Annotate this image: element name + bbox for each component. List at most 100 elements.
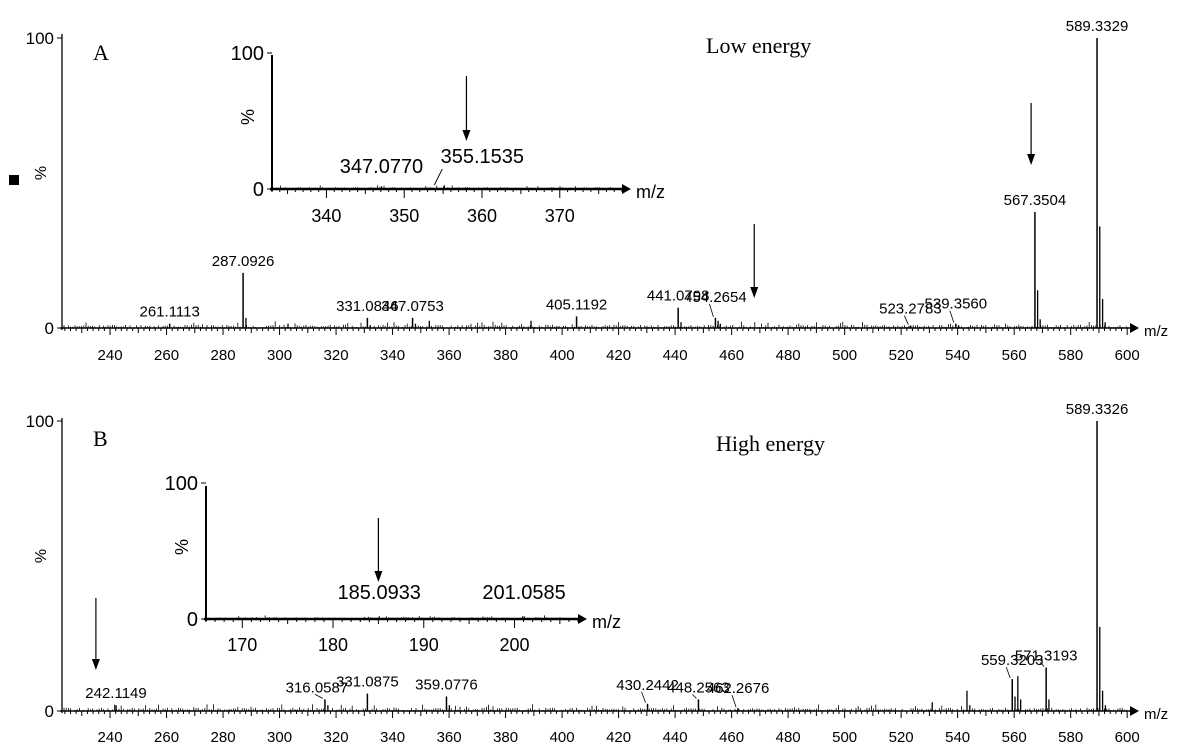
panel-b-x-tick-label: 540 [945, 729, 970, 746]
panel-a-inset-arrow-head [462, 130, 471, 141]
panel-a-x-tick-label: 460 [719, 347, 744, 364]
panel-a-inset-x-tick-label: 350 [389, 206, 419, 226]
panel-a-peak-label: 567.3504 [1004, 192, 1067, 209]
panel-a-x-tick-label: 420 [606, 347, 631, 364]
panel-b-peak-label: 559.3203 [981, 652, 1044, 669]
panel-b-x-tick-label: 300 [267, 729, 292, 746]
panel-b-inset-x-tick-label: 180 [318, 635, 348, 655]
panel-a-peak-leader [904, 315, 909, 325]
panel-b-inset-y-tick-label: 100 [165, 473, 198, 495]
panel-a-peak-label: 441.0798 [647, 288, 710, 305]
panel-b-x-tick-label: 460 [719, 729, 744, 746]
panel-a-x-axis-label: m/z [1144, 323, 1168, 340]
panel-b-peak-leader [314, 694, 324, 699]
panel-a-peak-label: 287.0926 [212, 253, 275, 270]
panel-a-inset-peak-label: 355.1535 [441, 146, 524, 168]
panel-a-x-tick-label: 580 [1058, 347, 1083, 364]
panel-b-peak-label: 242.1149 [85, 685, 146, 702]
panel-a-x-tick-label: 520 [889, 347, 914, 364]
panel-b-x-tick-label: 260 [154, 729, 179, 746]
panel-a-peak-leader [949, 310, 955, 323]
panel-b-x-tick-label: 560 [1002, 729, 1027, 746]
panel-a-x-tick-label: 360 [437, 347, 462, 364]
panel-b-x-tick-label: 480 [776, 729, 801, 746]
panel-b-inset-x-tick-label: 190 [409, 635, 439, 655]
panel-a-arrow-head [750, 287, 759, 298]
panel-a-x-tick-label: 540 [945, 347, 970, 364]
panel-a-letter: A [93, 40, 109, 65]
panel-b-peak-label: 571.3193 [1015, 648, 1078, 665]
panel-b-inset: 170 180 190 200 0 100 m/z% 185.0933 201.0585 [165, 473, 621, 655]
panel-a-inset-y-tick-label: 100 [231, 43, 264, 65]
panel-a-peak-label: 589.3329 [1066, 18, 1129, 35]
panel-b-inset-peak-label: 185.0933 [338, 582, 421, 604]
panel-a-peak-label: 331.0846 [336, 298, 399, 315]
panel-a-x-tick-label: 260 [154, 347, 179, 364]
panel-a-x-tick-label: 340 [380, 347, 405, 364]
panel-a-x-tick-label: 440 [663, 347, 688, 364]
panel-a-x-tick-label: 300 [267, 347, 292, 364]
panel-a-peak-label: 454.2654 [684, 289, 747, 306]
panel-a-inset-y-axis-label: % [238, 109, 258, 125]
panel-b-letter: B [93, 426, 108, 451]
panel-b-x-axis-arrowhead [1130, 706, 1139, 716]
panel-b-x-tick-label: 320 [324, 729, 349, 746]
panel-a-inset-peak-leader [433, 168, 443, 186]
panel-b-inset-baseline-noise [207, 615, 576, 619]
panel-a-x-axis-arrowhead [1130, 323, 1139, 333]
panel-b-peak-label: 331.0875 [336, 674, 399, 691]
panel-a-inset-x-tick-label: 370 [545, 206, 575, 226]
panel-b-x-tick-label: 440 [663, 729, 688, 746]
square-marker [9, 175, 19, 185]
panel-a-x-tick-label: 280 [211, 347, 236, 364]
panel-a-x-tick-label: 480 [776, 347, 801, 364]
panel-b-inset-peak-label: 201.0585 [482, 582, 565, 604]
panel-b-x-axis-label: m/z [1144, 706, 1168, 723]
panel-a-inset-x-axis-arrowhead [622, 184, 631, 194]
panel-b-peak-label: 448.2563 [667, 679, 730, 696]
panel-a-y-tick-label: 100 [26, 29, 54, 48]
panel-a-peak-leader [709, 303, 714, 317]
panel-a-x-tick-label: 500 [832, 347, 857, 364]
panel-a-x-tick-label: 600 [1115, 347, 1140, 364]
panel-b-baseline-noise [63, 704, 1127, 711]
panel-b-x-tick-label: 420 [606, 729, 631, 746]
panel-b-inset-y-tick-label: 0 [187, 609, 198, 631]
panel-a-inset-x-axis-label: m/z [636, 182, 665, 202]
panel-a-arrow-head [1027, 154, 1036, 165]
panel-a-inset-x-tick-label: 360 [467, 206, 497, 226]
panel-b-inset-x-axis-arrowhead [578, 614, 587, 624]
panel-b-y-tick-label: 0 [45, 702, 54, 721]
panel-b-peak-leader [731, 694, 737, 708]
panel-a-peak-label: 347.0753 [381, 298, 444, 315]
panel-b-peak-label: 359.0776 [415, 677, 478, 694]
panel-b-x-tick-label: 280 [211, 729, 236, 746]
panel-b-inset-x-tick-label: 200 [499, 635, 529, 655]
panel-b-energy-label: High energy [716, 431, 825, 456]
panel-a-y-tick-label: 0 [45, 319, 54, 338]
panel-b-y-tick-label: 100 [26, 412, 54, 431]
panel-a-inset-peak-label: 347.0770 [340, 156, 423, 178]
panel-b-x-tick-label: 580 [1058, 729, 1083, 746]
panel-a-x-tick-label: 400 [550, 347, 575, 364]
panel-a-inset: 340 350 360 370 0 100 m/z% 347.0770 355.1535 [231, 43, 665, 226]
panel-a-peak-label: 261.1113 [140, 304, 200, 321]
panel-b-y-axis-label: % [33, 549, 50, 563]
panel-a-peak-label: 539.3560 [925, 296, 988, 313]
panel-a-baseline-noise [63, 321, 1127, 328]
panel-a-inset-y-tick-label: 0 [253, 179, 264, 201]
panel-b-peak-leader [641, 691, 646, 703]
panel-b-peak-label: 589.3326 [1066, 401, 1129, 418]
panel-b-x-tick-label: 600 [1115, 729, 1140, 746]
panel-a-inset-x-tick-label: 340 [311, 206, 341, 226]
panel-b-x-tick-label: 500 [832, 729, 857, 746]
panel-b-peak-leader [692, 694, 697, 699]
panel-b-inset-x-tick-label: 170 [227, 635, 257, 655]
panel-b-x-tick-label: 240 [98, 729, 123, 746]
panel-b-arrow-head [91, 659, 100, 670]
panel-b-x-tick-label: 520 [889, 729, 914, 746]
panel-a-inset-baseline-noise [273, 185, 620, 189]
panel-a-energy-label: Low energy [706, 33, 811, 58]
panel-a-peak-label: 523.2783 [879, 301, 942, 318]
